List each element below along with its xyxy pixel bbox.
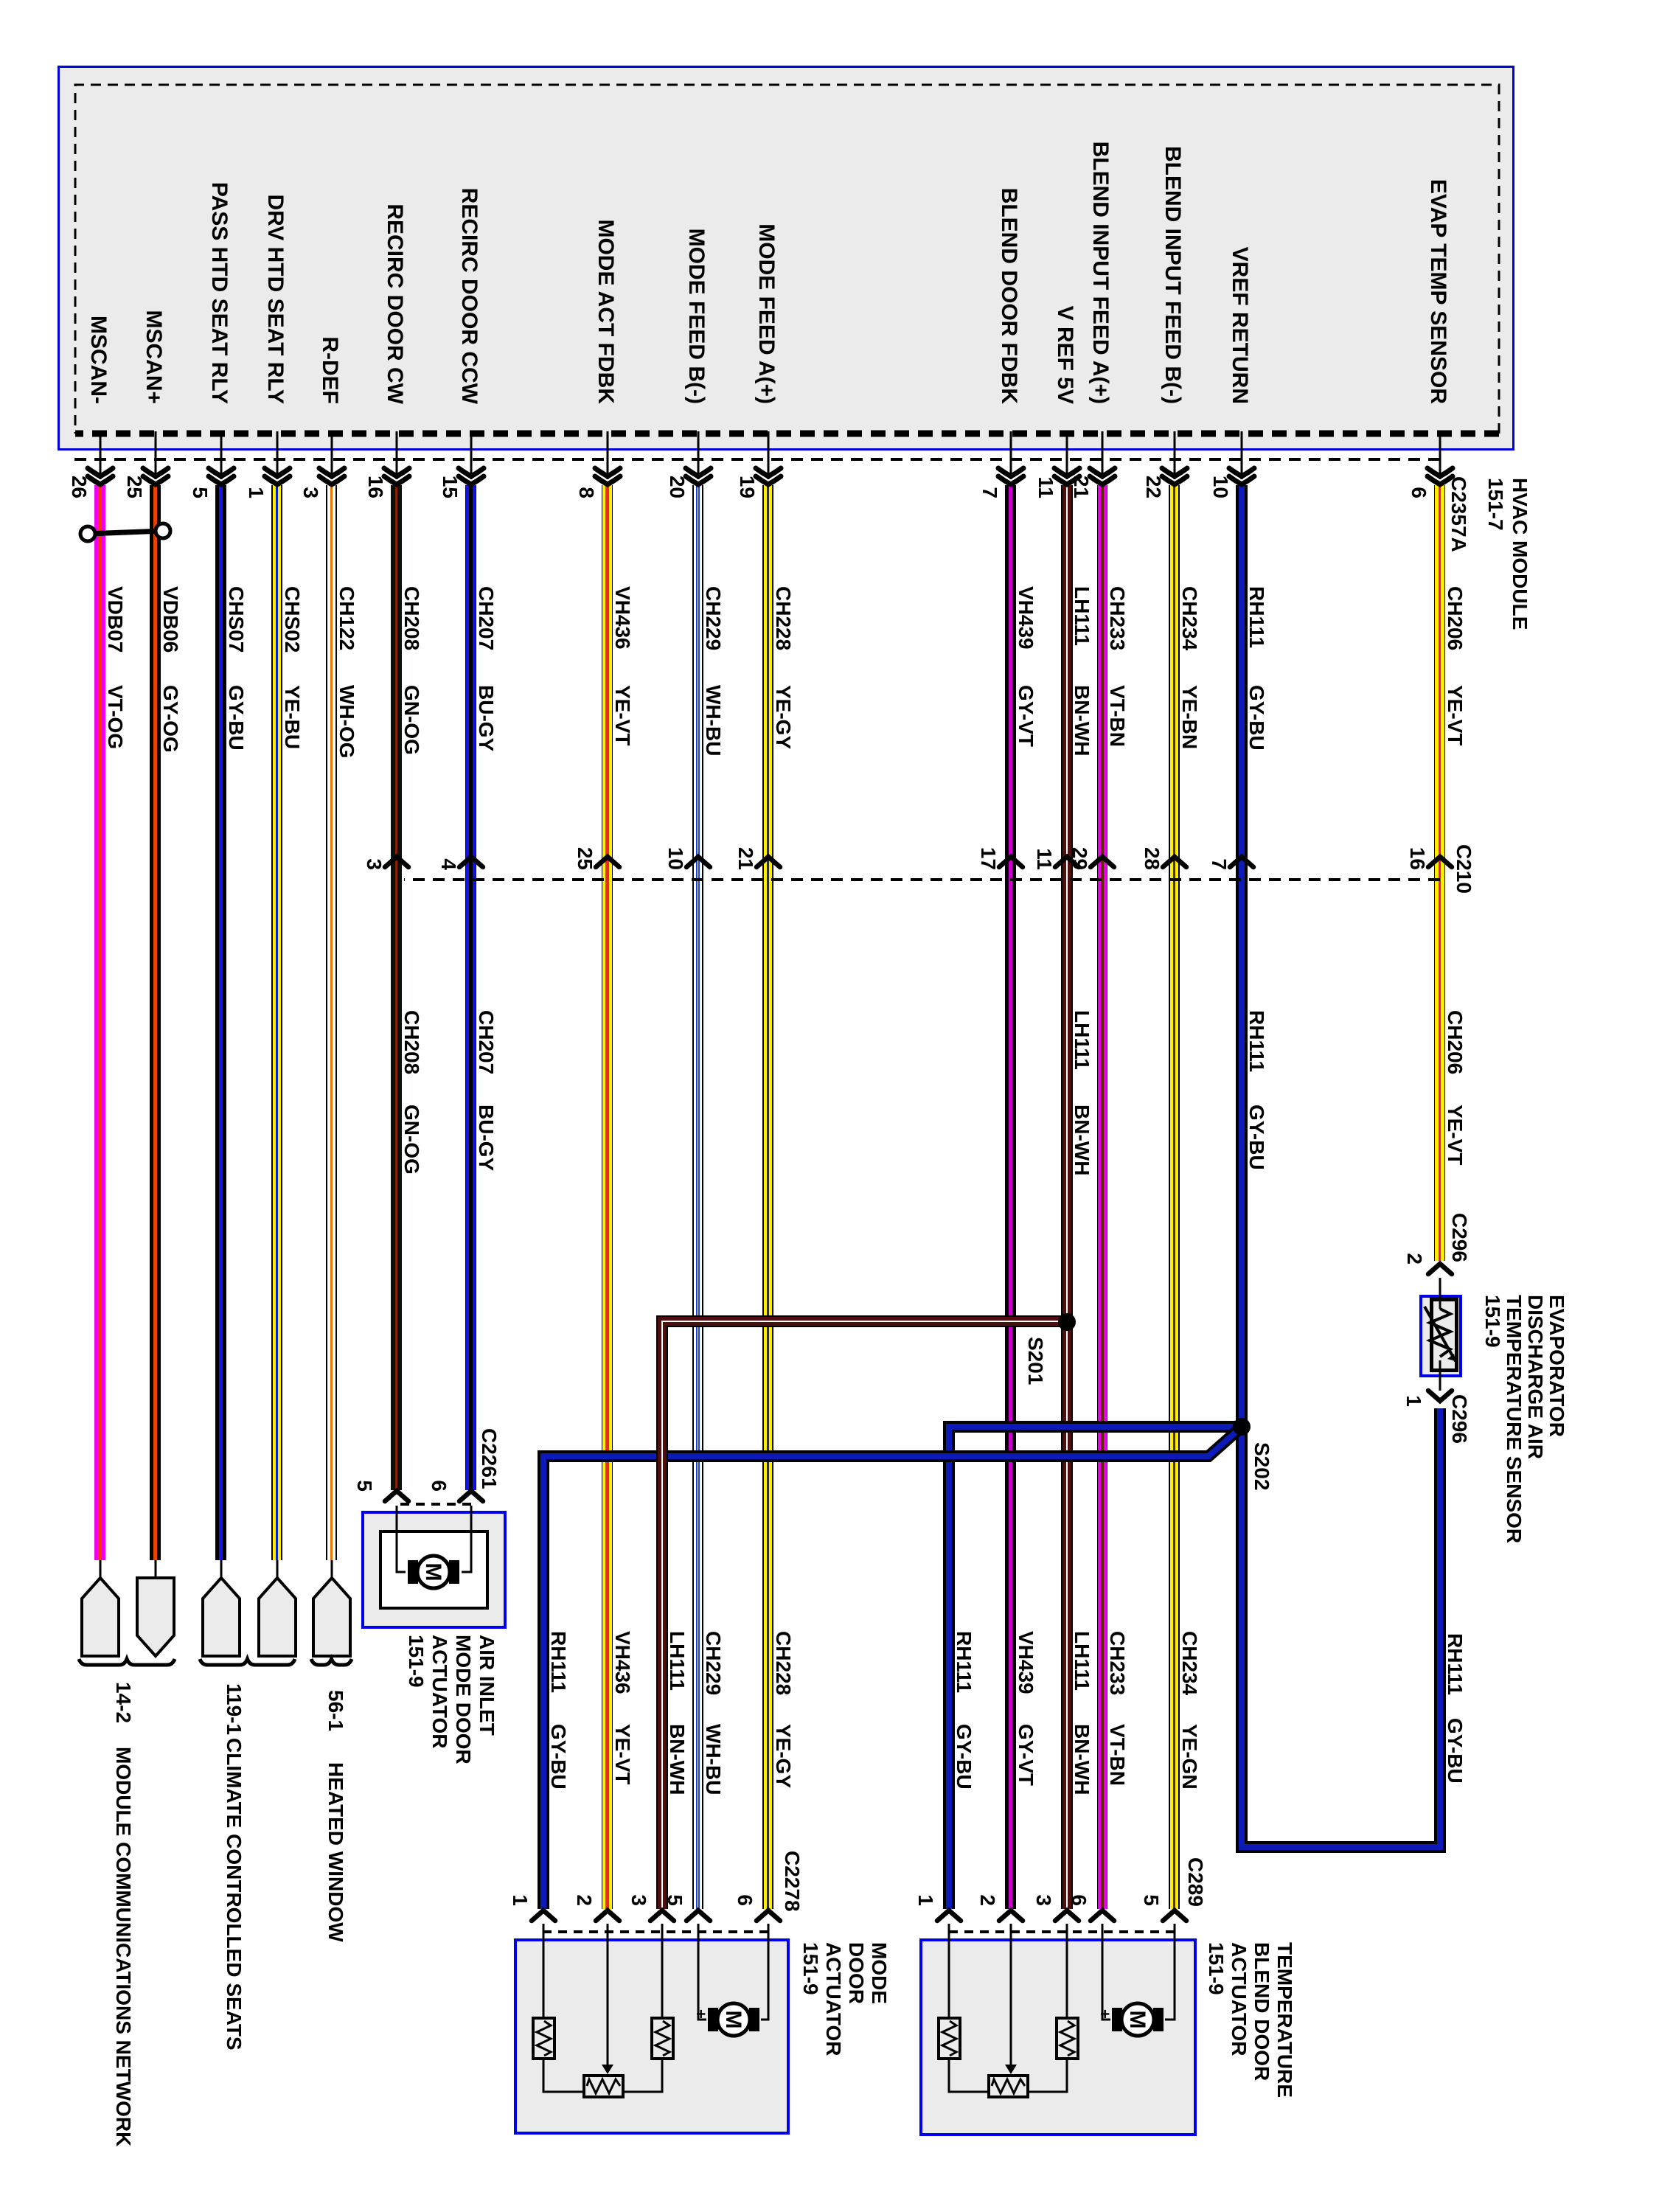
svg-text:+: +: [692, 2009, 710, 2019]
svg-text:+: +: [1096, 2009, 1114, 2019]
svg-text:M: M: [721, 2011, 745, 2029]
svg-text:M: M: [421, 1563, 445, 1582]
svg-text:M: M: [1125, 2011, 1150, 2029]
